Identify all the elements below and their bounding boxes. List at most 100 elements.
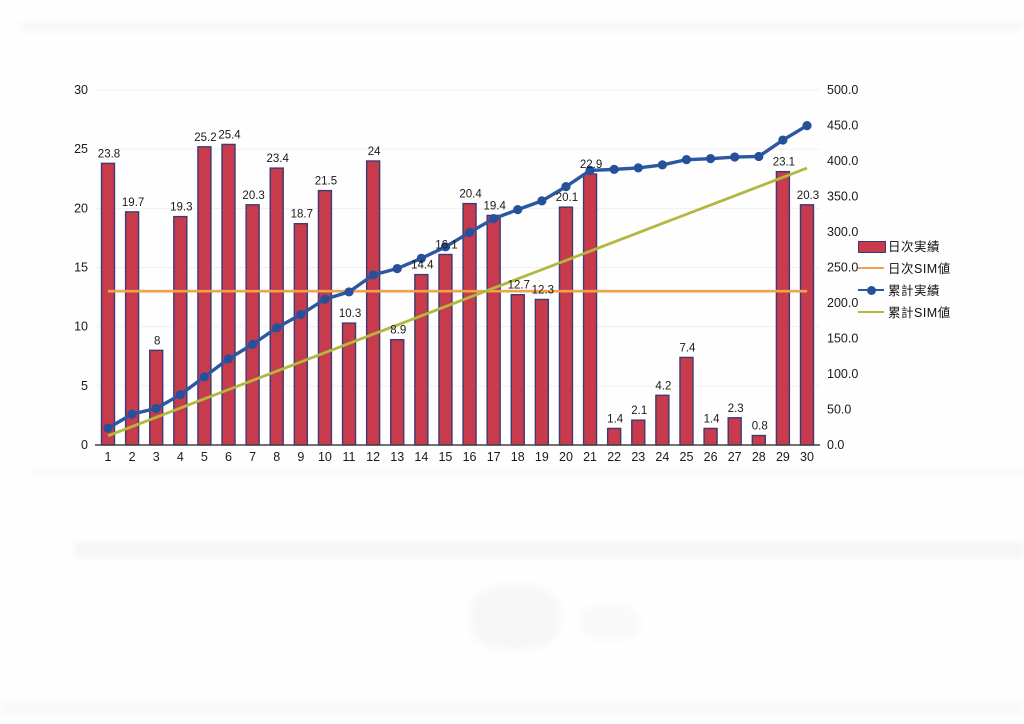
- x-axis-label: 10: [318, 450, 332, 464]
- cumulative-actual-marker: [272, 323, 282, 333]
- x-axis-label: 22: [607, 450, 621, 464]
- cumulative-actual-marker: [561, 182, 571, 192]
- x-axis-label: 6: [225, 450, 232, 464]
- cumulative-actual-marker: [513, 205, 523, 215]
- legend-label: 累計実績: [888, 284, 941, 298]
- x-axis-label: 23: [631, 450, 645, 464]
- bar-day-18: [510, 294, 525, 446]
- legend-item-0: 日次実績: [858, 238, 951, 254]
- bar-value-label: 12.3: [532, 284, 554, 296]
- bar-value-label: 14.4: [411, 260, 434, 272]
- bar-day-29: [775, 170, 791, 446]
- bar-day-19: [534, 298, 550, 446]
- x-axis-label: 8: [273, 450, 280, 464]
- combo-chart: 0510152025300.050.0100.0150.0200.0250.03…: [74, 83, 858, 464]
- x-axis-label: 21: [583, 450, 597, 464]
- bar-day-20: [558, 206, 574, 446]
- scan-streak-bottom: [0, 700, 1024, 714]
- x-axis-label: 2: [129, 450, 136, 464]
- right-axis-tick: 450.0: [827, 119, 858, 133]
- x-axis-label: 18: [511, 450, 525, 464]
- cumulative-actual-marker: [440, 242, 451, 252]
- bar-day-3: [149, 349, 164, 446]
- x-axis-label: 28: [752, 450, 766, 464]
- cumulative-actual-marker: [609, 164, 619, 174]
- x-axis-label: 19: [535, 450, 549, 464]
- bar-day-8: [269, 167, 284, 446]
- cumulative-actual-marker: [127, 409, 137, 419]
- bar-day-7: [245, 204, 260, 446]
- x-axis-label: 9: [297, 450, 304, 464]
- bar-value-label: 19.3: [170, 202, 192, 214]
- cumulative-actual-marker: [223, 354, 234, 364]
- cumulative-actual-marker: [368, 270, 378, 280]
- bar-value-label: 10.3: [339, 308, 361, 320]
- x-axis-label: 13: [390, 450, 404, 464]
- bar-day-16: [462, 202, 477, 446]
- x-axis-label: 15: [438, 450, 452, 464]
- bar-day-14: [414, 273, 429, 446]
- cumulative-actual-marker: [199, 372, 210, 382]
- bar-day-6: [221, 143, 236, 446]
- bar-value-label: 1.4: [607, 413, 624, 425]
- legend-label: 累計SIM値: [888, 306, 951, 320]
- cumulative-actual-line: [107, 124, 808, 430]
- bar-day-21: [582, 173, 598, 446]
- bar-day-12: [365, 160, 381, 446]
- bar-value-label: 18.7: [291, 209, 313, 221]
- bar-day-13: [390, 338, 405, 446]
- x-axis-label: 25: [680, 450, 694, 464]
- bar-day-15: [438, 253, 453, 446]
- right-axis-tick: 0.0: [827, 438, 844, 452]
- x-axis-label: 29: [776, 450, 790, 464]
- bar-day-10: [317, 189, 333, 446]
- x-axis-label: 26: [704, 450, 718, 464]
- cumulative-actual-marker: [705, 154, 716, 164]
- bar-value-label: 16.1: [435, 239, 457, 251]
- legend-line-swatch-icon: [858, 306, 884, 318]
- cumulative-actual-marker: [103, 423, 113, 433]
- cumulative-actual-marker: [464, 227, 475, 238]
- x-axis-label: 3: [153, 450, 160, 464]
- left-axis-tick: 20: [74, 201, 88, 215]
- bar-value-label: 19.4: [483, 200, 506, 212]
- legend-item-3: 累計SIM値: [858, 304, 951, 320]
- legend-label: 日次SIM値: [888, 262, 951, 276]
- cumulative-actual-marker: [633, 163, 643, 173]
- right-axis-tick: 250.0: [827, 261, 858, 275]
- cumulative-actual-marker: [537, 196, 547, 206]
- bar-day-1: [100, 162, 116, 446]
- bar-day-17: [486, 214, 501, 446]
- bar-value-label: 20.3: [242, 190, 264, 202]
- x-axis-label: 4: [177, 450, 184, 464]
- right-axis-tick: 50.0: [827, 403, 851, 417]
- legend-line-swatch-icon: [858, 262, 884, 274]
- cumulative-actual-marker: [344, 287, 354, 297]
- x-axis-label: 14: [414, 450, 428, 464]
- bar-value-label: 25.2: [194, 132, 216, 144]
- bar-value-label: 8: [154, 335, 160, 347]
- right-axis-tick: 300.0: [827, 225, 858, 239]
- x-axis-label: 24: [655, 450, 669, 464]
- bar-day-23: [631, 419, 646, 446]
- bar-value-label: 21.5: [315, 176, 337, 188]
- right-axis-tick: 400.0: [827, 154, 858, 168]
- bar-day-25: [679, 356, 694, 446]
- x-axis-label: 16: [463, 450, 477, 464]
- bar-value-label: 20.3: [797, 190, 819, 202]
- cumulative-actual-marker: [489, 214, 499, 224]
- bar-value-label: 8.9: [390, 325, 406, 337]
- left-axis-tick: 0: [81, 438, 88, 452]
- bar-day-28: [751, 434, 766, 446]
- bar-value-label: 7.4: [679, 342, 696, 354]
- bar-value-label: 22.9: [580, 159, 602, 171]
- scan-ghost-smudge-1: [470, 585, 560, 650]
- bar-value-label: 20.4: [459, 189, 482, 201]
- left-axis-tick: 25: [74, 142, 88, 156]
- legend-line-swatch-icon: [858, 284, 884, 296]
- bar-day-27: [727, 417, 742, 446]
- cumulative-actual-marker: [151, 403, 161, 414]
- bar-value-label: 24: [368, 146, 381, 158]
- x-axis-label: 5: [201, 450, 208, 464]
